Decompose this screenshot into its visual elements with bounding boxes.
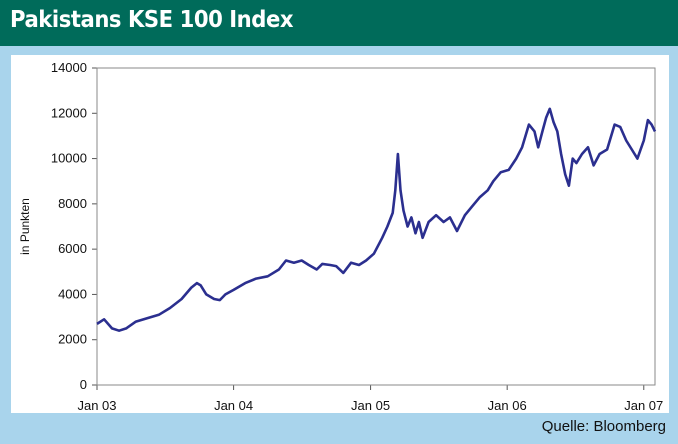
y-tick-label: 10000 bbox=[51, 151, 87, 166]
x-axis: Jan 03 Jan 04 Jan 05 Jan 06 Jan 07 bbox=[77, 385, 663, 413]
plot-frame bbox=[96, 67, 656, 386]
x-tick-label: Jan 05 bbox=[351, 398, 390, 413]
source-label: Quelle: Bloomberg bbox=[541, 418, 666, 435]
y-tick-label: 6000 bbox=[58, 241, 87, 256]
x-tick-label: Jan 07 bbox=[624, 398, 663, 413]
y-tick-label: 2000 bbox=[58, 332, 87, 347]
x-tick-label: Jan 06 bbox=[488, 398, 527, 413]
x-tick-label: Jan 04 bbox=[214, 398, 253, 413]
series-line bbox=[96, 107, 657, 333]
plot-panel: 0 2000 4000 6000 8000 10000 12000 14000 Jan 03 J… bbox=[11, 55, 669, 413]
y-tick-label: 4000 bbox=[58, 286, 87, 301]
y-tick-label: 8000 bbox=[58, 196, 87, 211]
y-tick-label: 14000 bbox=[51, 60, 87, 75]
y-tick-label: 0 bbox=[80, 377, 87, 392]
x-tick-label: Jan 03 bbox=[77, 398, 116, 413]
y-axis-label: in Punkten bbox=[18, 198, 32, 255]
chart-title: Pakistans KSE 100 Index bbox=[10, 7, 294, 33]
header-bar: Pakistans KSE 100 Index bbox=[0, 0, 678, 46]
y-tick-label: 12000 bbox=[51, 105, 87, 120]
y-axis: 0 2000 4000 6000 8000 10000 12000 14000 bbox=[51, 60, 97, 392]
